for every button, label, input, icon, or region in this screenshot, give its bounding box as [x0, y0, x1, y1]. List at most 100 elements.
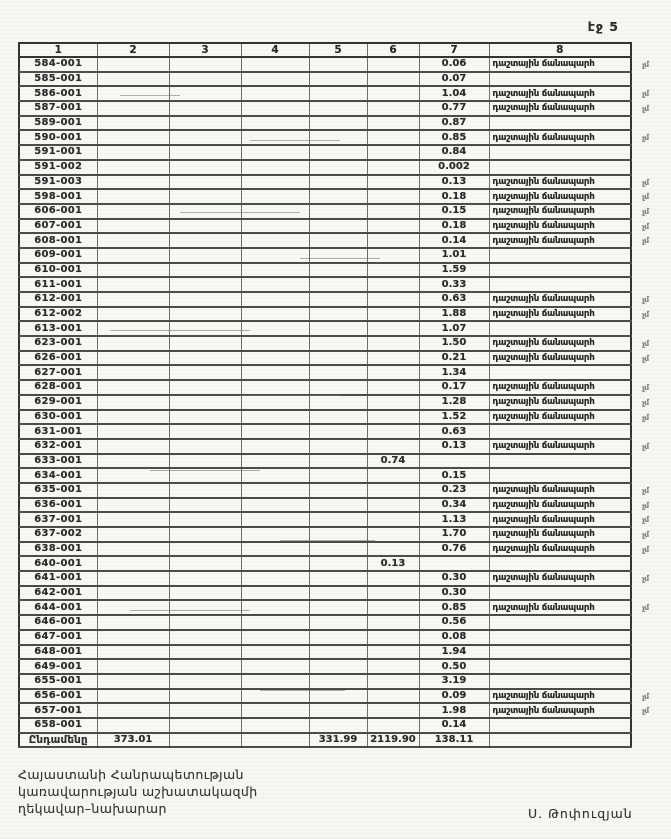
cell-code: 606-001	[18, 203, 98, 220]
cell-col7: 0.87	[418, 115, 490, 132]
cell-col4	[240, 233, 310, 249]
cell-col3	[168, 101, 242, 117]
cell-land-use: դաշտային ճանապարհ չմ	[488, 394, 649, 411]
cell-col2	[96, 468, 170, 484]
cell-land-use	[488, 556, 632, 573]
cell-col2	[96, 453, 170, 470]
cell-col2	[96, 145, 170, 161]
cell-col6	[366, 409, 420, 426]
cell-col5	[308, 556, 368, 573]
margin-mark: չմ	[641, 89, 650, 99]
cell-col3	[168, 497, 242, 514]
cell-col4	[240, 482, 310, 499]
cell-col7: 1.88	[418, 306, 490, 323]
cell-col7: 1.98	[418, 703, 490, 719]
cell-col7: 0.84	[418, 145, 490, 161]
total-col6: 2119.90	[366, 731, 420, 749]
table-row: 637-001 1.13 դաշտային ճանապարհ չմ	[18, 512, 649, 528]
column-header-6: 6	[366, 43, 420, 58]
cell-col7: 0.18	[418, 189, 490, 205]
cell-code: 648-001	[18, 644, 98, 661]
cell-col5	[308, 233, 368, 249]
cell-col4	[240, 468, 310, 484]
cell-land-use	[488, 262, 632, 279]
cell-land-use	[488, 629, 632, 646]
cell-col6	[366, 394, 420, 411]
cell-col7	[418, 453, 490, 470]
signatory-name: Ս. Թոփուզյան	[528, 806, 633, 821]
cell-col5	[308, 512, 368, 528]
cell-col7: 1.52	[418, 409, 490, 426]
cell-code: 649-001	[18, 659, 98, 675]
column-header-4: 4	[240, 43, 310, 58]
cell-col2	[96, 86, 170, 103]
cell-col6	[366, 703, 420, 719]
cell-col7: 0.63	[418, 292, 490, 308]
cell-col4	[240, 438, 310, 455]
cell-col2	[96, 409, 170, 426]
table-row: 586-001 1.04 դաշտային ճանապարհ չմ	[18, 86, 649, 103]
cell-col5	[308, 86, 368, 103]
cell-code: 612-002	[18, 306, 98, 323]
table-row: 631-001 0.63	[18, 424, 632, 440]
cell-land-use: դաշտային ճանապարհ չմ	[488, 512, 649, 528]
cell-land-use: դաշտային ճանապարհ չմ	[488, 174, 649, 191]
cell-col3	[168, 145, 242, 161]
cell-col2	[96, 380, 170, 396]
table-row: 608-001 0.14 դաշտային ճանապարհ չմ	[18, 233, 649, 249]
table-body: 584-001 0.06 դաշտային ճանապարհ չմ 585-001…	[18, 57, 649, 734]
cell-col7: 0.002	[418, 159, 490, 176]
cell-col2	[96, 130, 170, 147]
column-header-5: 5	[308, 43, 368, 58]
cell-col3	[168, 571, 242, 587]
cell-col6	[366, 600, 420, 617]
cell-col2	[96, 703, 170, 719]
cell-col5	[308, 703, 368, 719]
cell-code: 584-001	[18, 57, 98, 73]
cell-col5	[308, 482, 368, 499]
cell-land-use: դաշտային ճանապարհ չմ	[488, 350, 649, 367]
cell-code: 633-001	[18, 453, 98, 470]
cell-col3	[168, 585, 242, 602]
cell-col5	[308, 203, 368, 220]
cell-col2	[96, 365, 170, 382]
cell-col4	[240, 424, 310, 440]
cell-col5	[308, 365, 368, 382]
cell-col3	[168, 306, 242, 323]
table-row: 591-001 0.84	[18, 145, 632, 161]
cell-col7: 1.07	[418, 321, 490, 338]
cell-col4	[240, 174, 310, 191]
cell-code: 638-001	[18, 541, 98, 558]
cell-col5	[308, 394, 368, 411]
column-header-8: 8	[488, 43, 632, 58]
cell-land-use	[488, 247, 632, 264]
cell-code: 657-001	[18, 703, 98, 719]
cell-col6	[366, 585, 420, 602]
cell-col3	[168, 409, 242, 426]
table-row: 626-001 0.21 դաշտային ճանապարհ չմ	[18, 350, 649, 367]
cell-col5	[308, 424, 368, 440]
cell-land-use: դաշտային ճանապարհ չմ	[488, 218, 649, 235]
cell-code: 644-001	[18, 600, 98, 617]
cell-col5	[308, 409, 368, 426]
cell-col3	[168, 556, 242, 573]
cell-col2	[96, 497, 170, 514]
total-col8	[488, 731, 632, 749]
cell-col6	[366, 468, 420, 484]
cell-col2	[96, 556, 170, 573]
cell-col4	[240, 86, 310, 103]
cell-col3	[168, 659, 242, 675]
table-row: 633-001 0.74	[18, 453, 632, 470]
cell-col4	[240, 189, 310, 205]
cell-col3	[168, 512, 242, 528]
cell-land-use	[488, 468, 632, 484]
cell-col6: 0.13	[366, 556, 420, 573]
cell-col2	[96, 673, 170, 690]
cell-col7: 0.13	[418, 174, 490, 191]
cell-col7: 0.50	[418, 659, 490, 675]
cell-code: 590-001	[18, 130, 98, 147]
cell-col7	[418, 556, 490, 573]
margin-mark: չմ	[641, 353, 650, 364]
cell-col2	[96, 277, 170, 293]
margin-mark: չմ	[641, 514, 650, 525]
